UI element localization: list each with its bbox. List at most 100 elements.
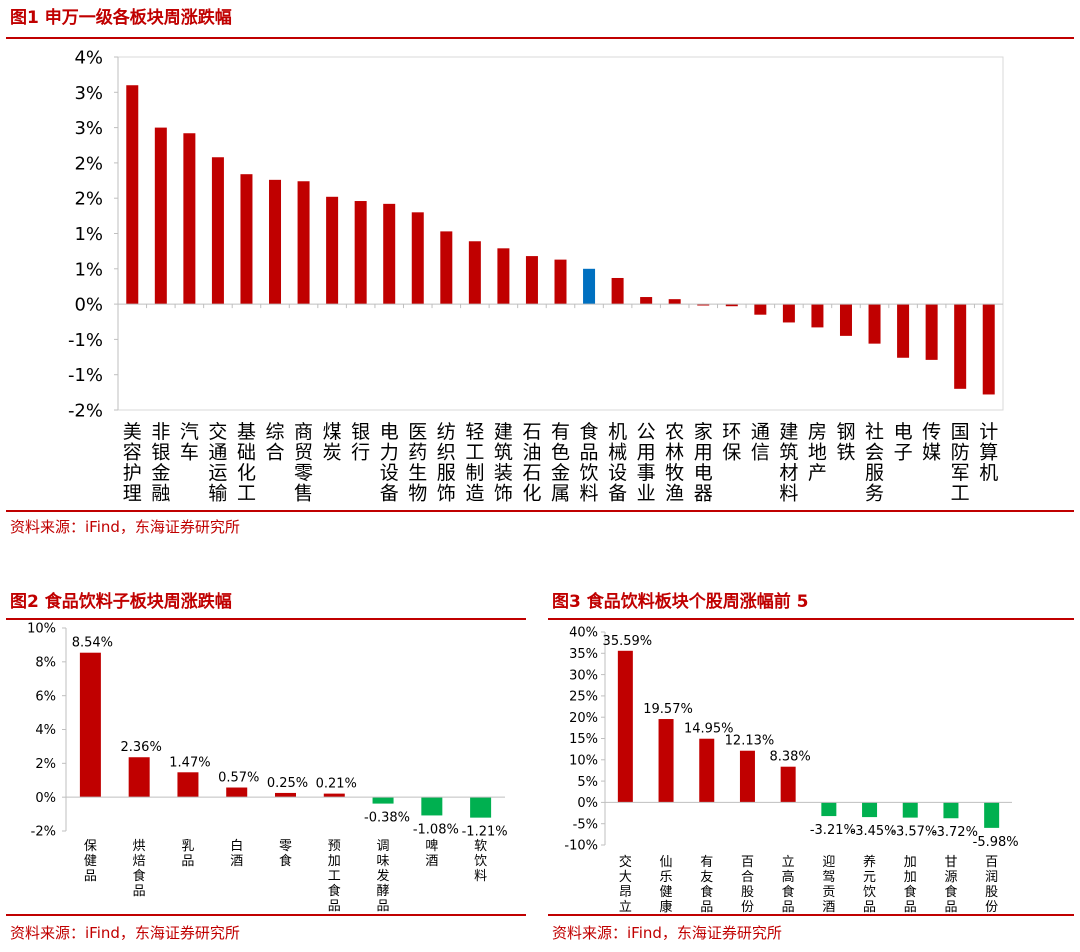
c1-y-tick-label: -1% xyxy=(68,365,103,386)
c2-value-label: 1.47% xyxy=(169,755,210,770)
c1-bar xyxy=(611,277,624,305)
figure3-source: 资料来源：iFind，东海证券研究所 xyxy=(552,924,782,942)
c1-category-label: 渔 xyxy=(665,483,684,505)
c2-value-label: 0.25% xyxy=(267,776,308,791)
c3-y-tick-label: -5% xyxy=(573,817,598,832)
c1-category-label: 交 xyxy=(208,421,227,443)
c2-value-label: -1.08% xyxy=(413,822,459,837)
c2-category-label: 品 xyxy=(181,854,194,869)
c1-bar xyxy=(554,259,567,305)
c1-category-label: 业 xyxy=(637,483,656,505)
c1-category-label: 务 xyxy=(865,483,884,505)
c1-bar xyxy=(725,304,738,307)
c2-bar xyxy=(79,652,101,798)
c2-category-label: 白 xyxy=(230,838,243,854)
c3-category-label: 食 xyxy=(782,884,795,900)
c1-bar xyxy=(697,304,710,306)
c1-y-tick-label: 1% xyxy=(74,259,103,280)
c1-category-label: 环 xyxy=(722,421,741,443)
c3-category-label: 友 xyxy=(700,869,713,885)
c1-category-label: 备 xyxy=(608,483,627,505)
c1-category-label: 械 xyxy=(608,442,627,464)
figure2-top-rule xyxy=(6,618,526,620)
c3-value-label: 14.95% xyxy=(684,722,734,737)
c1-category-label: 林 xyxy=(665,442,684,464)
c3-value-label: 35.59% xyxy=(603,634,653,649)
c3-category-label: 股 xyxy=(985,885,998,900)
c3-y-tick-label: -10% xyxy=(564,839,598,854)
c1-bar xyxy=(811,304,824,328)
c1-bar xyxy=(897,304,910,358)
c3-category-label: 迎 xyxy=(822,855,835,870)
c3-category-label: 元 xyxy=(863,870,876,885)
c2-bar xyxy=(323,793,345,798)
c3-bar xyxy=(821,802,837,817)
c1-category-label: 器 xyxy=(694,483,713,505)
c1-category-label: 通 xyxy=(751,421,770,443)
c1-bar xyxy=(868,304,881,344)
c1-category-label: 子 xyxy=(894,442,913,464)
c1-y-tick-label: -1% xyxy=(68,330,103,351)
c1-category-label: 化 xyxy=(522,483,541,505)
c3-y-tick-label: 40% xyxy=(569,626,598,641)
c1-bar xyxy=(468,241,481,305)
c1-category-label: 造 xyxy=(465,483,484,505)
c1-category-label: 房 xyxy=(808,421,827,443)
c1-bar xyxy=(640,297,653,305)
c1-bar xyxy=(668,299,681,305)
c3-category-label: 饮 xyxy=(863,885,876,900)
c3-category-label: 立 xyxy=(782,855,795,870)
c1-bar xyxy=(782,304,795,323)
c1-category-label: 色 xyxy=(551,442,570,464)
c3-category-label: 合 xyxy=(741,870,754,885)
c1-category-label: 力 xyxy=(380,442,399,464)
c2-category-label: 品 xyxy=(377,899,390,914)
c3-category-label: 加 xyxy=(904,870,917,885)
c3-bar xyxy=(943,802,959,819)
c1-category-label: 煤 xyxy=(323,421,342,443)
c2-y-tick-label: 4% xyxy=(35,723,56,738)
c1-y-tick-label: 3% xyxy=(74,83,103,104)
c2-category-label: 啤 xyxy=(425,839,438,854)
c1-category-label: 制 xyxy=(465,462,484,484)
c1-category-label: 油 xyxy=(522,442,541,464)
c3-category-label: 百 xyxy=(741,855,754,870)
c3-value-label: -3.21% xyxy=(810,823,856,838)
c1-category-label: 事 xyxy=(637,462,656,484)
c2-category-label: 味 xyxy=(377,854,390,869)
c1-y-tick-label: 1% xyxy=(74,224,103,245)
c2-bar xyxy=(470,797,492,818)
c2-category-label: 食 xyxy=(133,868,146,884)
c1-category-label: 饰 xyxy=(494,483,513,505)
c1-category-label: 有 xyxy=(551,421,570,443)
c3-category-label: 品 xyxy=(782,900,795,915)
c1-bar xyxy=(326,196,339,305)
c3-category-label: 健 xyxy=(660,885,673,900)
c2-bar xyxy=(128,757,150,798)
c3-y-tick-label: 20% xyxy=(569,711,598,726)
c1-category-label: 防 xyxy=(951,442,970,464)
c1-category-label: 售 xyxy=(294,483,313,505)
c1-bar xyxy=(240,174,253,305)
c2-category-label: 软 xyxy=(474,839,487,854)
c1-bar xyxy=(126,85,139,305)
c1-category-label: 美 xyxy=(123,421,142,443)
c2-value-label: 2.36% xyxy=(121,740,162,755)
c1-category-label: 服 xyxy=(437,462,456,484)
c1-category-label: 础 xyxy=(237,442,256,464)
c1-category-label: 化 xyxy=(237,462,256,484)
c1-category-label: 护 xyxy=(123,462,142,484)
figure2-source: 资料来源：iFind，东海证券研究所 xyxy=(10,924,240,942)
c3-y-tick-label: 15% xyxy=(569,732,598,747)
c3-category-label: 加 xyxy=(904,855,917,870)
c1-category-label: 机 xyxy=(608,421,627,443)
c3-category-label: 高 xyxy=(782,869,795,885)
c1-category-label: 服 xyxy=(865,462,884,484)
c1-category-label: 电 xyxy=(694,462,713,484)
c2-category-label: 健 xyxy=(84,854,97,869)
c2-category-label: 调 xyxy=(377,839,390,854)
c3-category-label: 品 xyxy=(700,900,713,915)
c1-category-label: 算 xyxy=(979,442,998,464)
figure3-bottom-rule xyxy=(548,914,1074,916)
c3-category-label: 大 xyxy=(619,870,632,885)
